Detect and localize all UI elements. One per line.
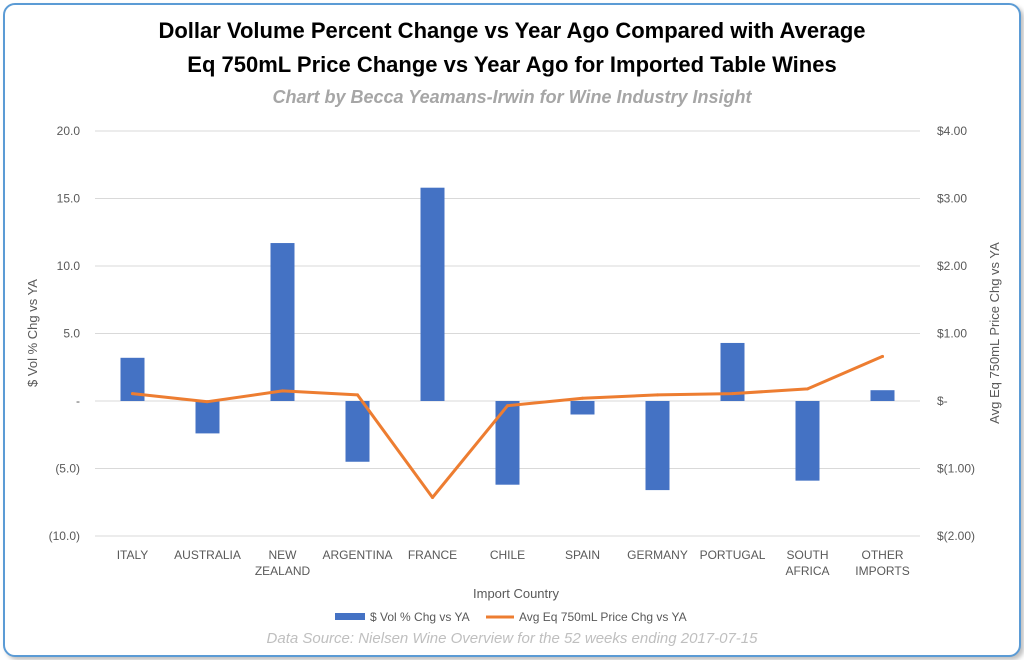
right-axis-ticks: $4.00 $3.00 $2.00 $1.00 $- $(1.00) $(2.00) (937, 124, 975, 543)
category-label: FRANCE (408, 548, 457, 562)
left-tick-label: 15.0 (57, 192, 81, 206)
category-label: SOUTH (787, 548, 829, 562)
line-point (506, 404, 509, 408)
x-axis-title: Import Country (473, 586, 559, 601)
left-tick-label: - (76, 394, 80, 408)
category-label: PORTUGAL (700, 548, 766, 562)
bar-series (120, 187, 895, 491)
bar (495, 401, 520, 485)
category-label: GERMANY (627, 548, 688, 562)
line-point (581, 396, 584, 400)
right-tick-label: $4.00 (937, 124, 967, 138)
bar (720, 342, 745, 401)
bar (870, 390, 895, 401)
legend-bar-label: $ Vol % Chg vs YA (370, 610, 470, 624)
bar (570, 401, 595, 415)
line-series (131, 354, 884, 500)
left-tick-label: (10.0) (49, 529, 80, 543)
line-point (131, 392, 134, 396)
category-label: CHILE (490, 548, 525, 562)
line-point (731, 392, 734, 396)
category-label: ITALY (117, 548, 149, 562)
right-tick-label: $2.00 (937, 259, 967, 273)
line-point (281, 389, 284, 393)
category-label: NEW (269, 548, 298, 562)
line-point (881, 354, 884, 358)
bar (195, 401, 220, 434)
category-label: ARGENTINA (322, 548, 392, 562)
left-axis-title: $ Vol % Chg vs YA (25, 279, 40, 387)
category-label: ZEALAND (255, 564, 311, 578)
category-label: SPAIN (565, 548, 600, 562)
category-label: OTHER (862, 548, 904, 562)
bar (420, 187, 445, 401)
chart-title-line-1: Dollar Volume Percent Change vs Year Ago… (158, 18, 866, 43)
legend-bar-swatch (335, 613, 365, 620)
right-tick-label: $(2.00) (937, 529, 975, 543)
left-tick-label: (5.0) (55, 462, 80, 476)
line-point (656, 393, 659, 397)
bar (270, 243, 295, 401)
right-tick-label: $(1.00) (937, 462, 975, 476)
line-point (206, 400, 209, 404)
line-point (356, 393, 359, 397)
line-point (431, 496, 434, 500)
category-labels: ITALY AUSTRALIA NEW ZEALAND ARGENTINA FRANCE C… (117, 548, 910, 578)
chart-title-line-2: Eq 750mL Price Change vs Year Ago for Im… (187, 52, 837, 77)
category-label: AUSTRALIA (174, 548, 241, 562)
right-tick-label: $- (937, 394, 948, 408)
chart-subtitle: Chart by Becca Yeamans-Irwin for Wine In… (272, 87, 752, 107)
left-tick-label: 10.0 (57, 259, 81, 273)
right-axis-title: Avg Eq 750mL Price Chg vs YA (987, 242, 1002, 424)
bar (345, 401, 370, 462)
left-axis-ticks: 20.0 15.0 10.0 5.0 - (5.0) (10.0) (49, 124, 81, 543)
category-label: AFRICA (785, 564, 829, 578)
legend-line-label: Avg Eq 750mL Price Chg vs YA (519, 610, 687, 624)
bar (645, 401, 670, 491)
bar (795, 401, 820, 481)
left-tick-label: 5.0 (63, 327, 80, 341)
left-tick-label: 20.0 (57, 124, 81, 138)
data-source-note: Data Source: Nielsen Wine Overview for t… (266, 630, 758, 647)
line-point (806, 387, 809, 391)
right-tick-label: $3.00 (937, 192, 967, 206)
right-tick-label: $1.00 (937, 327, 967, 341)
chart-frame (3, 3, 1021, 657)
category-label: IMPORTS (855, 564, 909, 578)
legend: $ Vol % Chg vs YA Avg Eq 750mL Price Chg… (335, 610, 687, 624)
